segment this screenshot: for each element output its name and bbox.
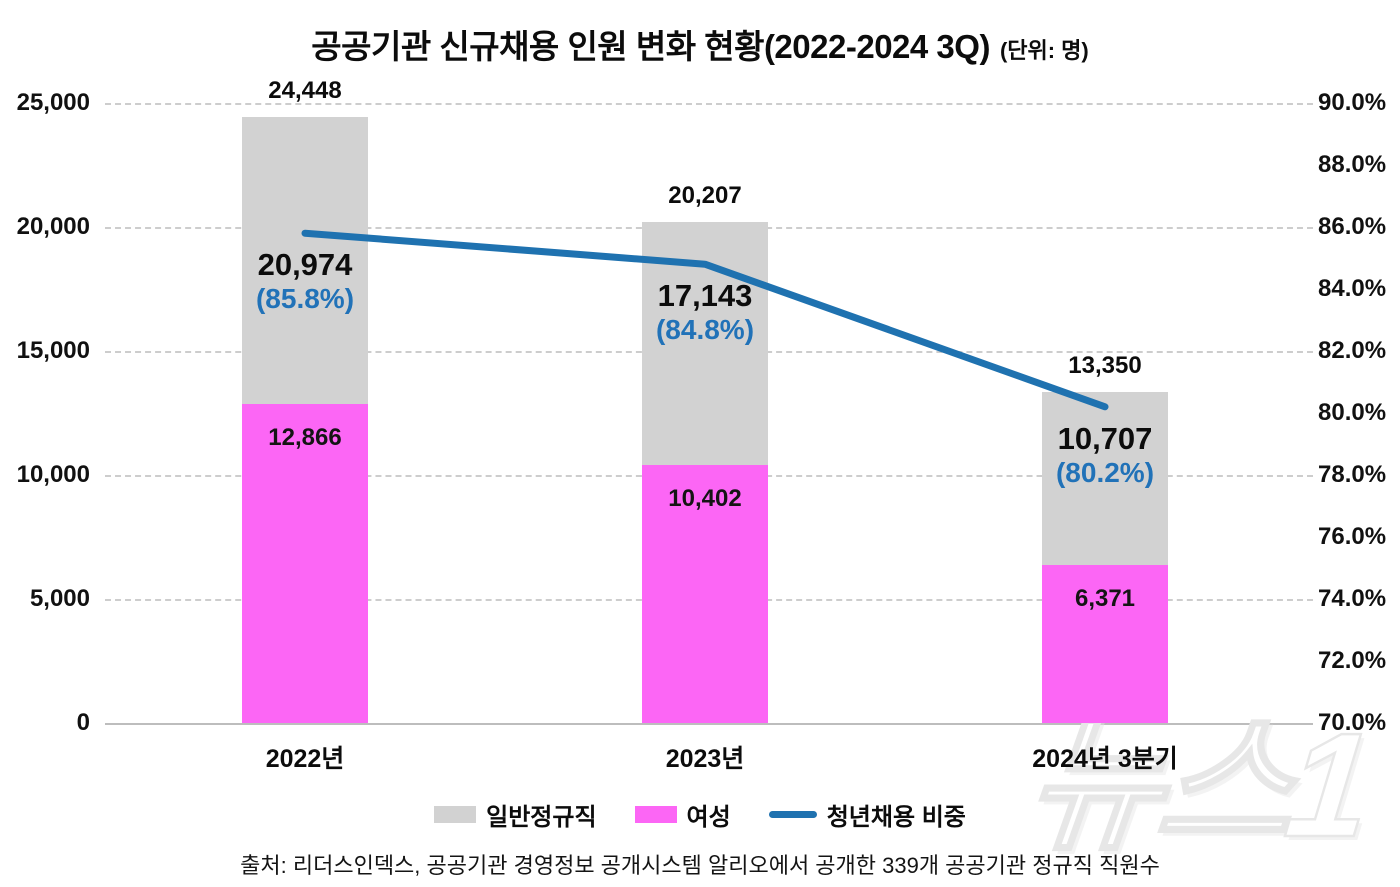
legend-item-1: 여성 — [634, 797, 731, 832]
bar-women-segment — [1042, 564, 1168, 723]
x-axis-category-label: 2022년 — [265, 745, 345, 773]
right-axis-tick-label: 80.0% — [1318, 399, 1387, 426]
bar-women-segment — [642, 465, 768, 723]
chart-title: 공공기관 신규채용 인원 변화 현황(2022-2024 3Q) (단위: 명) — [0, 20, 1400, 68]
right-axis-tick-label: 76.0% — [1318, 523, 1387, 550]
legend-label: 청년채용 비중 — [826, 804, 966, 831]
line-percent-label: (85.8%) — [255, 283, 355, 315]
grid-line — [105, 103, 1313, 105]
x-axis-category-label: 2023년 — [665, 745, 745, 773]
legend-swatch-box — [634, 806, 677, 823]
left-axis-tick-label: 20,000 — [16, 213, 90, 240]
legend-swatch-box — [434, 806, 477, 823]
right-axis-tick-label: 86.0% — [1318, 213, 1387, 240]
legend-label: 일반정규직 — [486, 804, 597, 831]
line-count-label: 17,143 — [657, 278, 753, 314]
bar-total-value-label: 20,207 — [668, 181, 742, 209]
right-axis-tick-label: 82.0% — [1318, 337, 1387, 364]
line-count-label: 20,974 — [257, 247, 353, 283]
legend-label: 여성 — [686, 804, 731, 831]
bar-women-value-label: 10,402 — [668, 485, 742, 513]
x-axis-category-label: 2024년 3분기 — [1032, 745, 1178, 773]
left-axis-tick-label: 5,000 — [29, 585, 90, 612]
right-axis-tick-label: 78.0% — [1318, 461, 1387, 488]
chart-title-unit: (단위: 명) — [999, 38, 1089, 63]
bar-women-value-label: 12,866 — [268, 423, 342, 451]
right-axis-tick-label: 88.0% — [1318, 151, 1387, 178]
left-axis-tick-label: 25,000 — [16, 89, 90, 116]
bar-women-value-label: 6,371 — [1074, 584, 1136, 612]
x-axis-line — [105, 723, 1313, 725]
chart-title-text: 공공기관 신규채용 인원 변화 현황(2022-2024 3Q) — [311, 28, 990, 65]
line-percent-label: (84.8%) — [655, 314, 755, 346]
right-axis-tick-label: 70.0% — [1318, 709, 1387, 736]
line-percent-label: (80.2%) — [1055, 456, 1155, 488]
right-axis-tick-label: 84.0% — [1318, 275, 1387, 302]
left-axis-tick-label: 0 — [76, 709, 90, 736]
bar-total-value-label: 24,448 — [268, 76, 342, 104]
right-axis-tick-label: 72.0% — [1318, 647, 1387, 674]
source-text: 출처: 리더스인덱스, 공공기관 경영정보 공개시스템 알리오에서 공개한 33… — [240, 853, 1160, 878]
bar-total-value-label: 13,350 — [1068, 351, 1142, 379]
left-axis-tick-label: 15,000 — [16, 337, 90, 364]
left-axis-tick-label: 10,000 — [16, 461, 90, 488]
line-count-label: 10,707 — [1057, 420, 1153, 456]
legend-item-0: 일반정규직 — [434, 797, 597, 832]
right-axis-tick-label: 74.0% — [1318, 585, 1387, 612]
legend-item-2: 청년채용 비중 — [768, 797, 966, 832]
chart-legend: 일반정규직 여성 청년채용 비중 — [0, 797, 1400, 832]
right-axis-tick-label: 90.0% — [1318, 89, 1387, 116]
legend-swatch-line — [768, 811, 817, 818]
bar-women-segment — [242, 403, 368, 723]
